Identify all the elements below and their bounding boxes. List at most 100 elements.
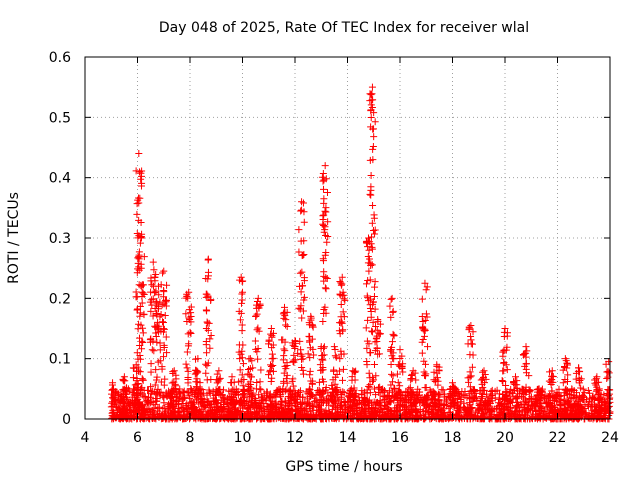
roti-point [265, 392, 273, 400]
roti-point [567, 403, 575, 411]
roti-point [306, 401, 314, 409]
x-tick-label: 24 [601, 430, 619, 446]
roti-point [513, 384, 521, 392]
roti-point [368, 327, 376, 335]
roti-point [213, 396, 221, 404]
roti-point [576, 376, 584, 384]
roti-point [238, 296, 246, 304]
roti-point [577, 395, 585, 403]
roti-point [168, 392, 176, 400]
roti-point [299, 282, 307, 290]
roti-point [322, 384, 330, 392]
roti-point [576, 392, 584, 400]
roti-point [370, 292, 378, 300]
roti-point [185, 410, 193, 418]
roti-point [528, 401, 536, 409]
roti-point [365, 255, 373, 263]
roti-point [433, 369, 441, 377]
roti-point [432, 403, 440, 411]
roti-point [603, 375, 611, 383]
roti-point [147, 383, 155, 391]
roti-point [252, 385, 260, 393]
roti-point [364, 382, 372, 390]
roti-point [407, 410, 415, 418]
roti-point [136, 355, 144, 363]
roti-point [368, 219, 376, 227]
roti-point [226, 414, 234, 422]
roti-point [203, 376, 211, 384]
roti-point [366, 190, 374, 198]
roti-point [139, 324, 147, 332]
roti-point [163, 281, 171, 289]
roti-point [202, 337, 210, 345]
roti-point [160, 381, 168, 389]
roti-point [148, 281, 156, 289]
roti-point [132, 167, 140, 175]
roti-point [279, 310, 287, 318]
roti-point [575, 364, 582, 372]
roti-point [310, 351, 318, 359]
roti-point [461, 414, 469, 422]
roti-point [332, 353, 340, 361]
roti-point [330, 398, 338, 406]
roti-point [436, 401, 444, 409]
roti-point [370, 385, 378, 393]
roti-point [320, 185, 328, 193]
roti-point [268, 333, 276, 341]
roti-point [282, 375, 290, 383]
roti-point [230, 411, 238, 419]
roti-point [257, 366, 265, 374]
roti-point [421, 325, 429, 333]
roti-point [367, 307, 375, 315]
roti-point [366, 383, 374, 391]
roti-point [265, 371, 273, 379]
roti-point [238, 347, 246, 355]
roti-point [136, 351, 144, 359]
roti-point [336, 395, 344, 403]
roti-point [267, 394, 275, 402]
roti-point [155, 305, 163, 313]
roti-point [161, 311, 169, 319]
roti-point [215, 367, 223, 375]
roti-point [268, 350, 276, 358]
roti-point [262, 395, 270, 403]
roti-point [512, 373, 519, 381]
roti-point [364, 294, 372, 302]
roti-point [338, 391, 346, 399]
roti-point [135, 199, 143, 207]
roti-point [321, 207, 329, 215]
roti-point [238, 390, 246, 398]
roti-point [130, 397, 138, 405]
roti-point [547, 392, 555, 400]
roti-point [466, 383, 474, 391]
roti-point [593, 373, 601, 381]
roti-point [320, 257, 328, 265]
roti-point [338, 318, 346, 326]
roti-point [290, 356, 298, 364]
roti-point [192, 383, 200, 391]
roti-point [118, 392, 126, 400]
roti-point [388, 370, 396, 378]
roti-point [557, 395, 565, 403]
roti-point [332, 397, 340, 405]
roti-point [372, 323, 380, 331]
roti-point [389, 307, 397, 315]
roti-point [367, 260, 375, 268]
roti-point [387, 295, 395, 303]
roti-point [198, 394, 206, 402]
roti-point [414, 391, 422, 399]
roti-point [571, 394, 579, 402]
roti-point [319, 169, 327, 177]
roti-point [150, 347, 158, 355]
roti-point [151, 381, 159, 389]
roti-point [139, 289, 147, 297]
roti-point [376, 397, 384, 405]
roti-point [473, 396, 481, 404]
roti-point [213, 370, 221, 378]
roti-point [503, 332, 511, 340]
roti-point [184, 379, 192, 387]
roti-point [152, 298, 160, 306]
roti-point [325, 414, 333, 422]
roti-point [252, 312, 260, 320]
roti-point [372, 372, 380, 380]
